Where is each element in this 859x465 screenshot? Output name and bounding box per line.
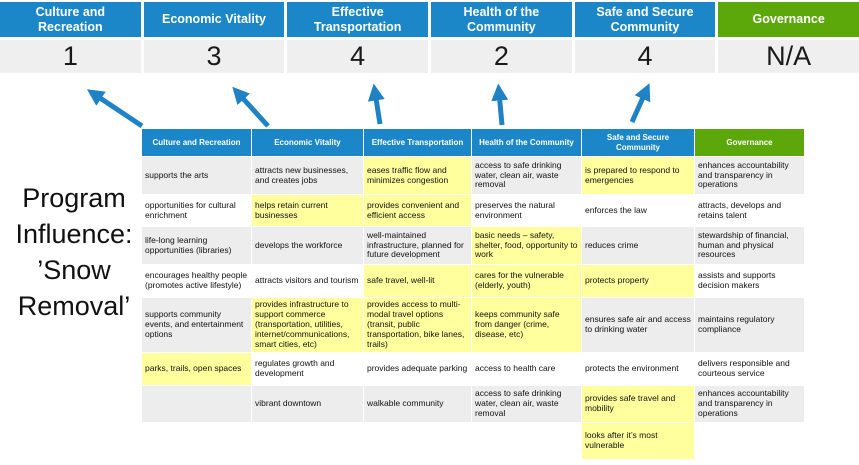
matrix-cell-r3-c6: stewardship of financial, human and phys… bbox=[694, 226, 805, 265]
matrix-header-governance: Governance bbox=[694, 128, 805, 157]
up-arrow-3 bbox=[367, 83, 385, 125]
matrix-cell-r4-c5: protects property bbox=[581, 264, 695, 298]
matrix-cell-r1-c5: is prepared to respond to emergencies bbox=[581, 156, 695, 195]
matrix-row-7: vibrant downtown walkable community access… bbox=[141, 385, 805, 423]
scoreboard-column-health-of-the-community: Health of the Community 2 bbox=[431, 2, 572, 73]
matrix-row-3: life-long learning opportunities (librar… bbox=[141, 226, 805, 265]
scoreboard-score-safe-and-secure-community: 4 bbox=[574, 40, 716, 73]
up-arrow-2 bbox=[232, 86, 270, 128]
matrix-cell-r5-c5: ensures safe air and access to drinking … bbox=[581, 297, 695, 353]
matrix-cell-r1-c6: enhances accountability and transparency… bbox=[694, 156, 805, 195]
up-arrow-4 bbox=[491, 83, 509, 126]
matrix-cell-r2-c3: provides convenient and efficient access bbox=[363, 194, 472, 227]
matrix-cell-r6-c2: regulates growth and development bbox=[251, 352, 364, 386]
up-arrows bbox=[86, 83, 651, 129]
matrix-cell-r5-c1: supports community events, and entertain… bbox=[141, 297, 252, 353]
matrix-row-5: supports community events, and entertain… bbox=[141, 297, 805, 353]
matrix-cell-r3-c1: life-long learning opportunities (librar… bbox=[141, 226, 252, 265]
scoreboard-score-health-of-the-community: 2 bbox=[431, 40, 572, 73]
matrix-cell-r3-c2: develops the workforce bbox=[251, 226, 364, 265]
scoreboard-header-governance: Governance bbox=[718, 2, 859, 37]
matrix-cell-r8-c1 bbox=[141, 422, 252, 460]
matrix-cell-r2-c1: opportunities for cultural enrichment bbox=[141, 194, 252, 227]
matrix-cell-r2-c4: preserves the natural environment bbox=[471, 194, 582, 227]
matrix-cell-r6-c3: provides adequate parking bbox=[363, 352, 472, 386]
matrix-header-safe-and-secure-community: Safe and Secure Community bbox=[581, 128, 695, 157]
scoreboard-column-governance: Governance N/A bbox=[718, 2, 859, 73]
scoreboard-column-effective-transportation: Effective Transportation 4 bbox=[287, 2, 428, 73]
influence-matrix: Culture and Recreation Economic Vitality E… bbox=[141, 128, 805, 460]
matrix-cell-r3-c4: basic needs – safety, shelter, food, opp… bbox=[471, 226, 582, 265]
matrix-cell-r7-c1 bbox=[141, 385, 252, 423]
scoreboard-header-health-of-the-community: Health of the Community bbox=[431, 2, 572, 37]
matrix-cell-r5-c4: keeps community safe from danger (crime,… bbox=[471, 297, 582, 353]
up-arrow-1 bbox=[86, 89, 144, 129]
program-influence-label: Program Influence: ’Snow Removal’ bbox=[15, 183, 133, 321]
scoreboard-header-safe-and-secure-community: Safe and Secure Community bbox=[574, 2, 716, 37]
matrix-row-6: parks, trails, open spaces regulates grow… bbox=[141, 352, 805, 386]
scoreboard: Culture and Recreation 1 Economic Vitality… bbox=[0, 2, 859, 73]
scoreboard-score-effective-transportation: 4 bbox=[287, 40, 428, 73]
matrix-cell-r6-c4: access to health care bbox=[471, 352, 582, 386]
matrix-header-culture-and-recreation: Culture and Recreation bbox=[141, 128, 252, 157]
matrix-cell-r4-c2: attracts visitors and tourism bbox=[251, 264, 364, 298]
up-arrow-5 bbox=[629, 83, 651, 124]
matrix-cell-r8-c2 bbox=[251, 422, 364, 460]
matrix-cell-r8-c4 bbox=[471, 422, 582, 460]
matrix-row-1: supports the arts attracts new businesses… bbox=[141, 156, 805, 195]
scoreboard-column-safe-and-secure-community: Safe and Secure Community 4 bbox=[574, 2, 716, 73]
scoreboard-column-economic-vitality: Economic Vitality 3 bbox=[143, 2, 285, 73]
matrix-cell-r8-c6 bbox=[694, 422, 805, 460]
scoreboard-header-culture-and-recreation: Culture and Recreation bbox=[0, 2, 141, 37]
matrix-header-health-of-the-community: Health of the Community bbox=[471, 128, 582, 157]
matrix-cell-r4-c6: assists and supports decision makers bbox=[694, 264, 805, 298]
matrix-row-2: opportunities for cultural enrichment hel… bbox=[141, 194, 805, 227]
matrix-cell-r2-c6: attracts, develops and retains talent bbox=[694, 194, 805, 227]
matrix-cell-r3-c5: reduces crime bbox=[581, 226, 695, 265]
scoreboard-header-economic-vitality: Economic Vitality bbox=[143, 2, 285, 37]
matrix-row-8: looks after it’s most vulnerable bbox=[141, 422, 805, 460]
scoreboard-column-culture-and-recreation: Culture and Recreation 1 bbox=[0, 2, 141, 73]
scoreboard-header-effective-transportation: Effective Transportation bbox=[287, 2, 428, 37]
matrix-cell-r6-c6: delivers responsible and courteous servi… bbox=[694, 352, 805, 386]
scoreboard-score-culture-and-recreation: 1 bbox=[0, 40, 141, 73]
matrix-cell-r8-c5: looks after it’s most vulnerable bbox=[581, 422, 695, 460]
matrix-cell-r3-c3: well-maintained infrastructure, planned … bbox=[363, 226, 472, 265]
matrix-cell-r4-c1: encourages healthy people (promotes acti… bbox=[141, 264, 252, 298]
matrix-cell-r7-c3: walkable community bbox=[363, 385, 472, 423]
matrix-cell-r8-c3 bbox=[363, 422, 472, 460]
matrix-cell-r7-c2: vibrant downtown bbox=[251, 385, 364, 423]
matrix-cell-r4-c4: cares for the vulnerable (elderly, youth… bbox=[471, 264, 582, 298]
matrix-cell-r1-c2: attracts new businesses, and creates job… bbox=[251, 156, 364, 195]
matrix-header-effective-transportation: Effective Transportation bbox=[363, 128, 472, 157]
scoreboard-score-economic-vitality: 3 bbox=[143, 40, 285, 73]
scoreboard-score-governance: N/A bbox=[718, 40, 859, 73]
matrix-header-economic-vitality: Economic Vitality bbox=[251, 128, 364, 157]
matrix-row-4: encourages healthy people (promotes acti… bbox=[141, 264, 805, 298]
matrix-cell-r4-c3: safe travel, well-lit bbox=[363, 264, 472, 298]
matrix-cell-r1-c3: eases traffic flow and minimizes congest… bbox=[363, 156, 472, 195]
matrix-cell-r5-c6: maintains regulatory compliance bbox=[694, 297, 805, 353]
matrix-cell-r7-c4: access to safe drinking water, clean air… bbox=[471, 385, 582, 423]
matrix-cell-r6-c1: parks, trails, open spaces bbox=[141, 352, 252, 386]
matrix-cell-r2-c2: helps retain current businesses bbox=[251, 194, 364, 227]
matrix-cell-r1-c4: access to safe drinking water, clean air… bbox=[471, 156, 582, 195]
matrix-cell-r1-c1: supports the arts bbox=[141, 156, 252, 195]
matrix-cell-r5-c3: provides access to multi-modal travel op… bbox=[363, 297, 472, 353]
matrix-cell-r7-c6: enhances accountability and transparency… bbox=[694, 385, 805, 423]
matrix-cell-r2-c5: enforces the law bbox=[581, 194, 695, 227]
matrix-cell-r6-c5: protects the environment bbox=[581, 352, 695, 386]
matrix-cell-r7-c5: provides safe travel and mobility bbox=[581, 385, 695, 423]
matrix-cell-r5-c2: provides infrastructure to support comme… bbox=[251, 297, 364, 353]
